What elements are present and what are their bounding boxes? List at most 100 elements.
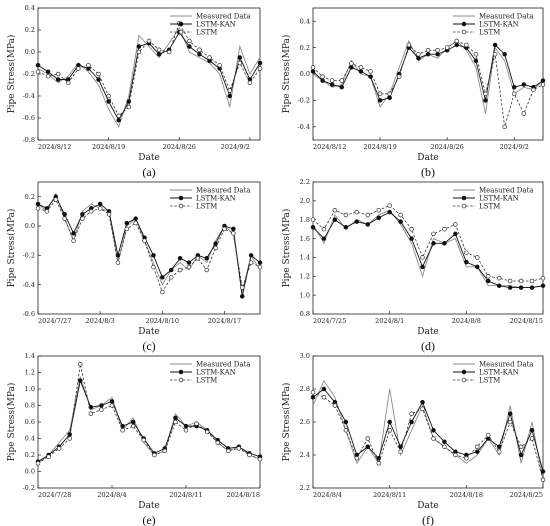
- x-tick-label: 2024/8/18: [450, 491, 483, 499]
- data-point: [227, 88, 232, 93]
- legend-label: LSTM: [196, 202, 217, 210]
- y-tick-label: 0.0: [25, 48, 35, 56]
- data-point: [142, 238, 147, 243]
- data-point: [310, 395, 316, 400]
- data-point: [247, 452, 252, 458]
- data-point: [540, 82, 546, 87]
- data-point: [507, 278, 513, 284]
- data-point: [507, 411, 513, 417]
- y-tick-label: -0.6: [22, 310, 35, 318]
- data-point: [431, 231, 436, 237]
- y-tick-label: -0.2: [22, 70, 35, 78]
- data-point: [442, 226, 447, 232]
- y-tick-label: 0.2: [300, 44, 310, 52]
- data-point: [483, 91, 488, 97]
- data-point: [310, 217, 316, 222]
- y-tick-label: 0.2: [25, 451, 35, 459]
- x-tick-label: 2024/8/11: [373, 491, 406, 499]
- data-point: [420, 406, 425, 412]
- data-point: [406, 42, 412, 48]
- data-point: [213, 241, 218, 246]
- data-point: [365, 212, 371, 218]
- x-tick-label: 2024/8/17: [208, 317, 241, 325]
- x-axis-label: Date: [138, 153, 160, 163]
- data-point: [343, 419, 349, 425]
- data-point: [99, 403, 104, 408]
- legend-marker: [178, 29, 184, 35]
- x-tick-label: 2024/8/8: [452, 317, 481, 325]
- legend-label: LSTM: [479, 376, 500, 384]
- data-point: [492, 51, 498, 57]
- data-point: [502, 51, 507, 57]
- data-point: [45, 69, 51, 75]
- data-point: [89, 209, 94, 214]
- x-tick-label: 2024/8/26: [163, 143, 196, 151]
- data-point: [187, 44, 192, 49]
- data-point: [416, 51, 421, 57]
- data-point: [475, 264, 480, 270]
- data-point: [496, 283, 502, 288]
- y-tick-label: 0.4: [25, 4, 35, 12]
- y-tick-label: 0.4: [300, 17, 310, 25]
- x-tick-label: 2024/8/18: [227, 491, 260, 499]
- data-point: [431, 241, 436, 246]
- data-point: [310, 69, 316, 74]
- data-point: [321, 236, 327, 241]
- data-point: [310, 225, 316, 230]
- panel-label: (e): [142, 513, 155, 526]
- data-point: [531, 87, 536, 93]
- data-point: [398, 449, 403, 454]
- chart-panel-4: 0.8 1.0 1.2 1.4 1.6 1.8 2.0 2.2 2024/7/25 2024/8/…: [281, 178, 546, 353]
- legend-label: Measured Data: [196, 360, 251, 368]
- data-point: [97, 201, 103, 207]
- chart-panel-6: 2.2 2.4 2.6 2.8 3.0 2024/8/4 2024/8/11 2024/8/1…: [281, 352, 546, 526]
- legend-marker: [178, 377, 184, 383]
- panel-label: (d): [421, 339, 435, 353]
- data-point: [425, 47, 431, 53]
- data-point: [168, 267, 174, 273]
- data-point: [358, 69, 364, 74]
- y-tick-label: 1.0: [300, 291, 310, 299]
- data-point: [162, 448, 168, 454]
- x-axis-label: Date: [417, 153, 439, 163]
- data-point: [62, 216, 67, 221]
- data-point: [464, 42, 469, 48]
- data-point: [409, 236, 414, 241]
- data-point: [227, 93, 232, 99]
- legend-label: Measured Data: [196, 186, 251, 194]
- data-point: [55, 77, 61, 82]
- x-tick-label: 2024/8/4: [313, 491, 342, 499]
- y-tick-label: 1.0: [25, 385, 35, 393]
- data-point: [329, 82, 335, 87]
- data-point: [453, 222, 458, 227]
- data-point: [483, 98, 488, 103]
- chart-panel-3: -0.6 -0.4 -0.2 0.0 0.2 2024/7/27 2024/8/3 2024/…: [6, 181, 263, 353]
- x-tick-label: 2024/8/10: [146, 317, 179, 325]
- data-point: [540, 78, 546, 83]
- x-axis-label: Date: [417, 327, 439, 337]
- data-point: [257, 66, 263, 71]
- data-point: [507, 419, 513, 425]
- data-point: [71, 238, 76, 243]
- legend-label: LSTM-KAN: [479, 20, 519, 28]
- data-point: [496, 444, 502, 450]
- y-tick-label: 0.6: [25, 418, 35, 426]
- data-point: [332, 208, 338, 213]
- data-point: [56, 446, 62, 451]
- x-tick-label: 2024/8/15: [510, 317, 543, 325]
- data-point: [46, 454, 51, 459]
- x-tick-label: 2024/7/27: [38, 317, 71, 325]
- data-point: [511, 91, 517, 97]
- y-axis-label: Pipe Stress(MPa): [281, 35, 292, 114]
- series-line-1: [312, 209, 544, 289]
- data-point: [387, 419, 392, 425]
- legend-label: Measured Data: [479, 186, 534, 194]
- data-point: [248, 253, 254, 258]
- data-point: [236, 446, 242, 451]
- data-point: [197, 47, 202, 53]
- data-point: [80, 212, 85, 217]
- data-point: [204, 256, 209, 261]
- panel-label: (b): [421, 165, 435, 179]
- data-point: [397, 74, 402, 79]
- series-line-2: [312, 211, 544, 289]
